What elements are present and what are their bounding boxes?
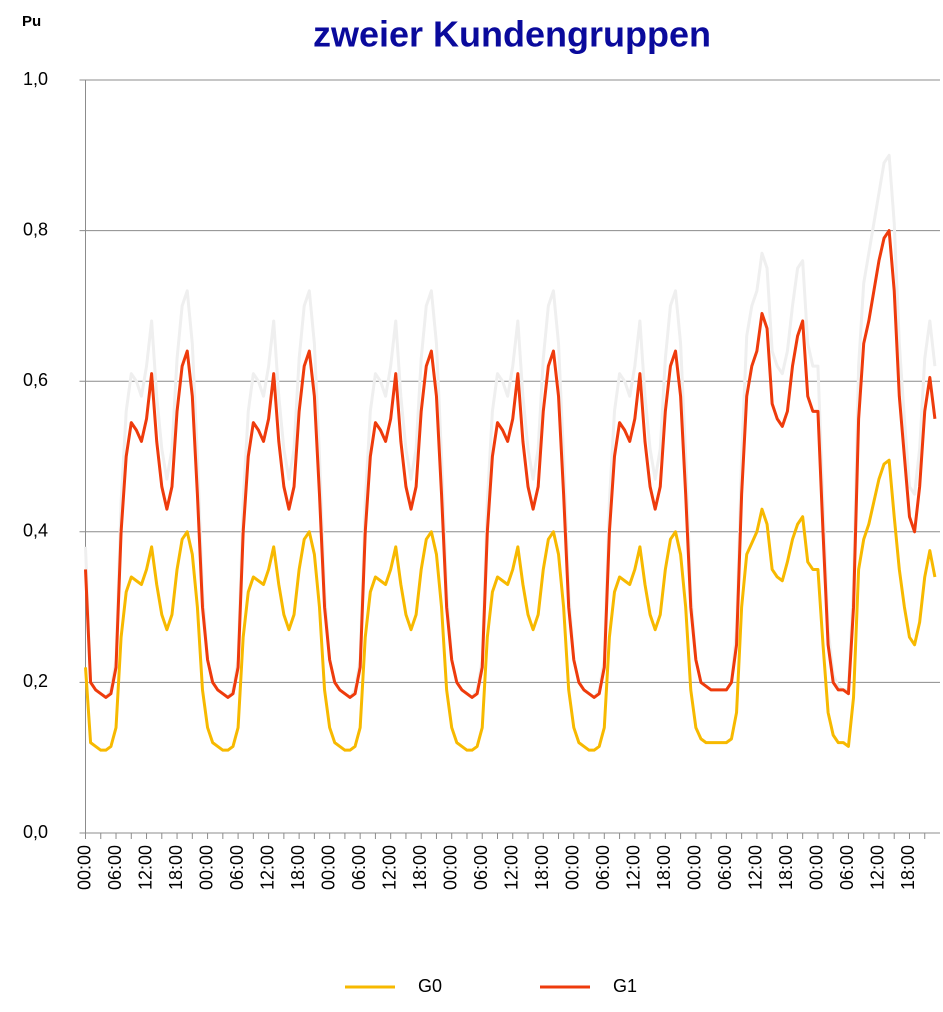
y-axis-label: Pu xyxy=(22,13,41,30)
x-tick-label: 12:00 xyxy=(135,845,155,890)
x-tick-label: 06:00 xyxy=(471,845,491,890)
x-tick-label: 06:00 xyxy=(227,845,247,890)
x-tick-label: 18:00 xyxy=(532,845,552,890)
x-tick-label: 00:00 xyxy=(440,845,460,890)
x-tick-label: 18:00 xyxy=(288,845,308,890)
y-tick-label: 0,6 xyxy=(23,370,48,390)
x-tick-label: 12:00 xyxy=(502,845,522,890)
x-tick-label: 06:00 xyxy=(715,845,735,890)
x-tick-label: 00:00 xyxy=(563,845,583,890)
x-tick-label: 12:00 xyxy=(257,845,277,890)
x-tick-label: 18:00 xyxy=(410,845,430,890)
line-series xyxy=(84,229,937,699)
line-series xyxy=(84,458,937,752)
x-tick-label: 06:00 xyxy=(837,845,857,890)
x-tick-label: 00:00 xyxy=(685,845,705,890)
x-tick-label: 12:00 xyxy=(746,845,766,890)
x-tick-label: 00:00 xyxy=(807,845,827,890)
legend-label: G0 xyxy=(418,976,442,996)
y-tick-label: 1,0 xyxy=(23,69,48,89)
chart-title: zweier Kundengruppen xyxy=(313,14,711,55)
x-tick-label: 12:00 xyxy=(379,845,399,890)
x-tick-label: 06:00 xyxy=(105,845,125,890)
x-tick-label: 00:00 xyxy=(318,845,338,890)
x-tick-label: 18:00 xyxy=(898,845,918,890)
x-tick-label: 00:00 xyxy=(196,845,216,890)
x-tick-label: 18:00 xyxy=(166,845,186,890)
y-tick-label: 0,0 xyxy=(23,822,48,842)
y-tick-label: 0,2 xyxy=(23,671,48,691)
x-tick-label: 06:00 xyxy=(593,845,613,890)
legend-label: G1 xyxy=(613,976,637,996)
x-tick-label: 12:00 xyxy=(868,845,888,890)
x-tick-label: 06:00 xyxy=(349,845,369,890)
x-tick-label: 12:00 xyxy=(624,845,644,890)
x-tick-label: 18:00 xyxy=(654,845,674,890)
y-tick-label: 0,8 xyxy=(23,219,48,239)
x-tick-label: 18:00 xyxy=(776,845,796,890)
y-tick-label: 0,4 xyxy=(23,521,48,541)
x-tick-label: 00:00 xyxy=(74,845,94,890)
